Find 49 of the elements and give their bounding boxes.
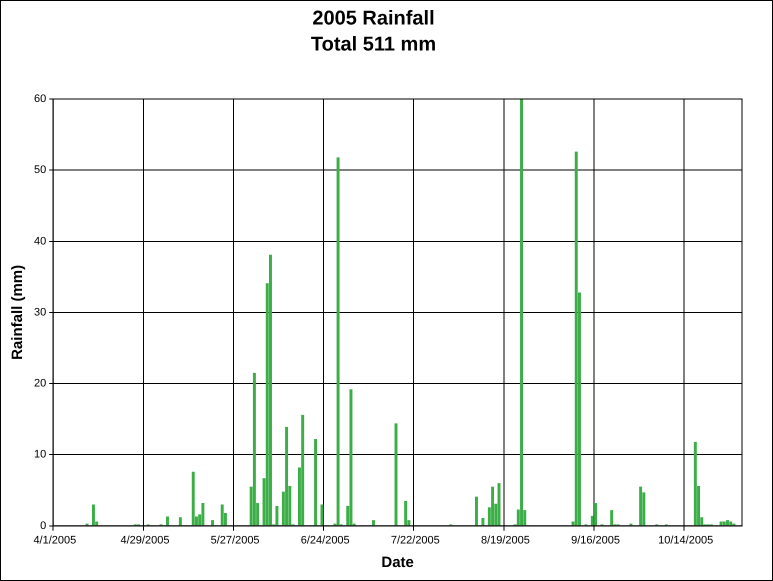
y-tick-label: 30	[34, 306, 46, 318]
bar	[520, 99, 524, 526]
bar	[201, 503, 204, 526]
bar	[275, 506, 278, 526]
bar	[474, 496, 478, 526]
bar	[166, 516, 169, 526]
bar	[394, 423, 398, 526]
chart-subtitle: Total 511 mm	[310, 34, 436, 56]
bar	[220, 504, 224, 526]
x-axis-title: Date	[381, 554, 414, 572]
x-tick-label: 8/19/2005	[480, 534, 530, 546]
bar	[314, 439, 318, 526]
x-tick-label: 9/16/2005	[571, 534, 620, 546]
bar	[252, 372, 256, 526]
y-axis-title: Rainfall (mm)	[9, 264, 26, 360]
x-tick-label: 7/22/2005	[390, 534, 440, 546]
y-tick-label: 40	[34, 235, 46, 248]
bar	[610, 510, 614, 526]
bar	[92, 504, 95, 526]
bar	[336, 157, 340, 526]
bar	[722, 522, 726, 526]
bar	[372, 520, 375, 526]
bar	[491, 486, 494, 526]
bar	[211, 520, 214, 526]
chart-title: 2005 Rainfall	[312, 8, 435, 30]
y-tick-label: 0	[40, 520, 46, 532]
y-tick-label: 20	[34, 378, 46, 390]
bar	[285, 426, 288, 526]
x-tick-label: 6/24/2005	[300, 534, 350, 546]
x-tick-label: 10/14/2005	[658, 534, 714, 546]
bar	[320, 504, 324, 526]
bar	[726, 520, 729, 526]
x-tick-label: 4/29/2005	[120, 534, 170, 546]
bar	[720, 522, 723, 526]
bar	[178, 517, 182, 526]
bar	[301, 414, 304, 526]
y-tick-label: 50	[34, 164, 46, 176]
x-tick-label: 5/27/2005	[210, 534, 260, 546]
bar	[349, 389, 352, 526]
bar	[498, 483, 500, 526]
y-tick-label: 60	[34, 93, 46, 106]
x-tick-label: 4/1/2005	[33, 534, 76, 546]
y-tick-label: 10	[34, 448, 46, 461]
bar	[594, 503, 598, 526]
bar	[404, 500, 408, 526]
bar	[639, 486, 642, 526]
bar	[481, 518, 484, 526]
bar	[269, 254, 272, 526]
bar	[694, 442, 697, 526]
